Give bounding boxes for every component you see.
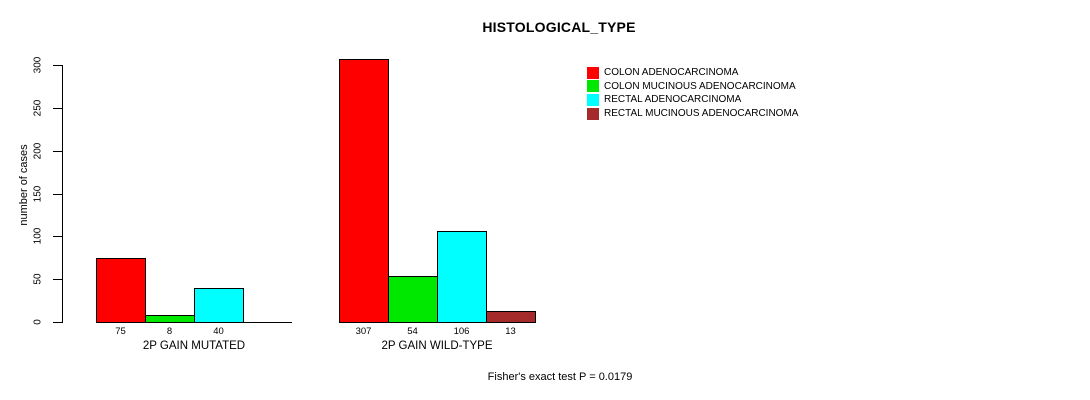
y-tick-label: 250	[32, 99, 44, 117]
y-tick	[53, 107, 62, 109]
legend-row: COLON MUCINOUS ADENOCARCINOMA	[587, 80, 798, 94]
legend-swatch	[587, 107, 599, 120]
legend-swatch	[587, 66, 599, 79]
y-tick	[53, 322, 62, 323]
y-tick-label: 200	[32, 142, 44, 159]
legend-label: COLON ADENOCARCINOMA	[604, 67, 739, 79]
y-tick-label: 150	[32, 185, 44, 202]
bar	[437, 231, 487, 323]
legend-label: COLON MUCINOUS ADENOCARCINOMA	[604, 80, 796, 92]
group-label: 2P GAIN WILD-TYPE	[381, 340, 493, 352]
y-tick-label: 0	[32, 319, 44, 325]
bar-value-label: 8	[166, 326, 173, 337]
bar-value-label: 54	[407, 326, 418, 337]
y-axis-line	[62, 65, 63, 323]
y-tick	[53, 236, 62, 238]
bar	[339, 59, 389, 323]
bar	[96, 257, 146, 323]
legend-label: RECTAL MUCINOUS ADENOCARCINOMA	[604, 108, 799, 120]
y-tick	[53, 150, 62, 152]
y-tick	[53, 193, 62, 195]
stat-annotation: Fisher's exact test P = 0.0179	[487, 371, 633, 383]
chart-title: HISTOLOGICAL_TYPE	[482, 19, 636, 35]
bar-value-label: 40	[213, 326, 224, 337]
bar-value-label: 75	[115, 326, 126, 337]
bar-value-label: 13	[505, 326, 516, 337]
bar-value-label: 106	[453, 326, 470, 337]
legend-swatch	[587, 93, 599, 106]
group-label: 2P GAIN MUTATED	[142, 340, 246, 352]
y-tick	[53, 279, 62, 281]
legend-swatch	[587, 80, 599, 93]
y-axis-label: number of cases	[18, 144, 30, 226]
bar	[145, 315, 195, 323]
y-tick-label: 50	[32, 273, 44, 285]
bar	[388, 275, 438, 323]
y-tick-label: 300	[32, 56, 44, 74]
legend-row: RECTAL MUCINOUS ADENOCARCINOMA	[587, 107, 798, 121]
legend-row: COLON ADENOCARCINOMA	[587, 66, 798, 80]
legend: COLON ADENOCARCINOMA COLON MUCINOUS ADENO…	[587, 66, 798, 120]
bar-value-label: 307	[355, 326, 372, 337]
y-tick	[53, 65, 62, 66]
legend-row: RECTAL ADENOCARCINOMA	[587, 93, 798, 107]
bar	[486, 310, 536, 323]
y-tick-label: 100	[32, 227, 44, 245]
legend-label: RECTAL ADENOCARCINOMA	[604, 94, 742, 106]
bar	[194, 287, 244, 323]
